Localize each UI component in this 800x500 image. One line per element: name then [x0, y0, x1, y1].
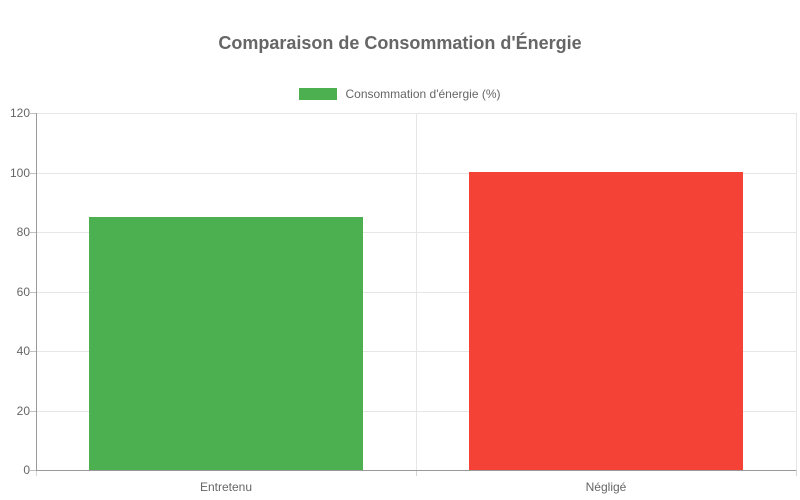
legend-label: Consommation d'énergie (%)	[345, 87, 501, 101]
y-tick-mark	[30, 470, 36, 471]
y-tick-label: 60	[16, 285, 30, 299]
x-axis-line	[36, 470, 796, 471]
legend-item[interactable]: Consommation d'énergie (%)	[0, 88, 800, 100]
y-tick-label: 40	[16, 344, 30, 358]
y-tick-label: 20	[16, 404, 30, 418]
y-tick-mark	[30, 351, 36, 352]
y-axis-line	[36, 113, 37, 470]
y-tick-mark	[30, 411, 36, 412]
bar-entretenu	[89, 217, 363, 470]
x-tick-mark	[416, 470, 417, 476]
x-gridline	[796, 113, 797, 470]
y-tick-mark	[30, 173, 36, 174]
y-tick-label: 80	[16, 225, 30, 239]
x-tick-mark	[796, 470, 797, 476]
chart-title: Comparaison de Consommation d'Énergie	[218, 33, 582, 53]
y-tick-label: 100	[9, 166, 30, 180]
y-tick-mark	[30, 232, 36, 233]
legend-swatch	[299, 88, 338, 100]
x-gridline	[416, 113, 417, 470]
x-category-label: Entretenu	[199, 480, 253, 494]
y-tick-mark	[30, 113, 36, 114]
y-tick-mark	[30, 292, 36, 293]
bar-neglige	[469, 172, 743, 470]
y-tick-label: 0	[23, 463, 30, 477]
y-tick-label: 120	[9, 106, 30, 120]
x-tick-mark	[36, 470, 37, 476]
x-category-label: Négligé	[585, 480, 627, 494]
